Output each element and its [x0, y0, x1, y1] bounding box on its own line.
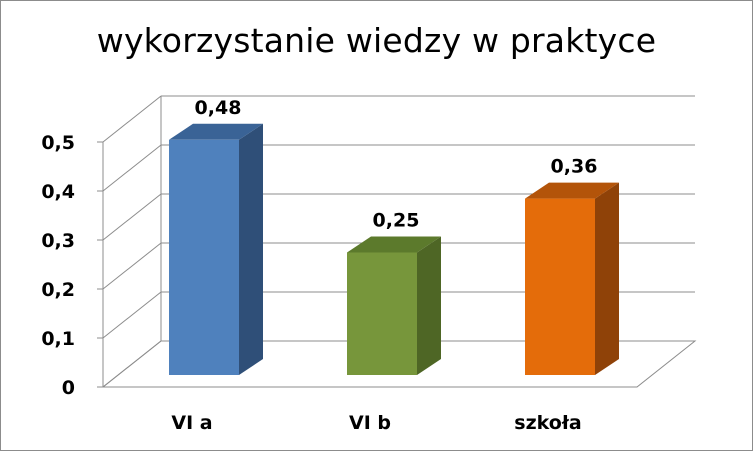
y-tick-label: 0,3: [41, 230, 75, 252]
bar-front: [525, 198, 595, 375]
bar-top: [347, 236, 441, 253]
data-label: 0,36: [551, 156, 598, 178]
y-tick-label: 0: [62, 377, 75, 399]
y-tick-label: 0,5: [41, 132, 75, 154]
bar-front: [347, 252, 417, 375]
y-tick-label: 0,2: [41, 279, 75, 301]
gridline-side: [102, 193, 162, 241]
gridline-side: [102, 95, 162, 143]
bar-top: [169, 123, 263, 140]
gridline-side: [102, 291, 162, 339]
bar-side: [417, 236, 441, 375]
bars: [169, 123, 619, 375]
bar-front: [169, 139, 239, 375]
x-tick-label: VI a: [171, 412, 212, 434]
gridline-side: [102, 242, 162, 290]
y-tick-label: 0,1: [41, 328, 75, 350]
y-tick-label: 0,4: [41, 181, 75, 203]
x-tick-label: szkoła: [514, 412, 581, 434]
chart-title: wykorzystanie wiedzy w praktyce: [96, 21, 657, 60]
bar-side: [239, 123, 263, 375]
bar-top: [525, 182, 619, 199]
data-label: 0,48: [195, 97, 242, 119]
bar-szkoła: [525, 182, 619, 375]
data-label: 0,25: [373, 210, 420, 232]
gridline-side: [102, 144, 162, 192]
labels: 0 0,1 0,2 0,3 0,4 0,5 0,48 VI a 0,25 VI b 0,36 szko…: [41, 97, 597, 434]
bar-vi-a: [169, 123, 263, 375]
bar-vi-b: [347, 236, 441, 375]
axes: [97, 141, 637, 388]
bar-side: [595, 182, 619, 375]
x-tick-label: VI b: [349, 412, 391, 434]
gridline-side: [102, 340, 162, 388]
